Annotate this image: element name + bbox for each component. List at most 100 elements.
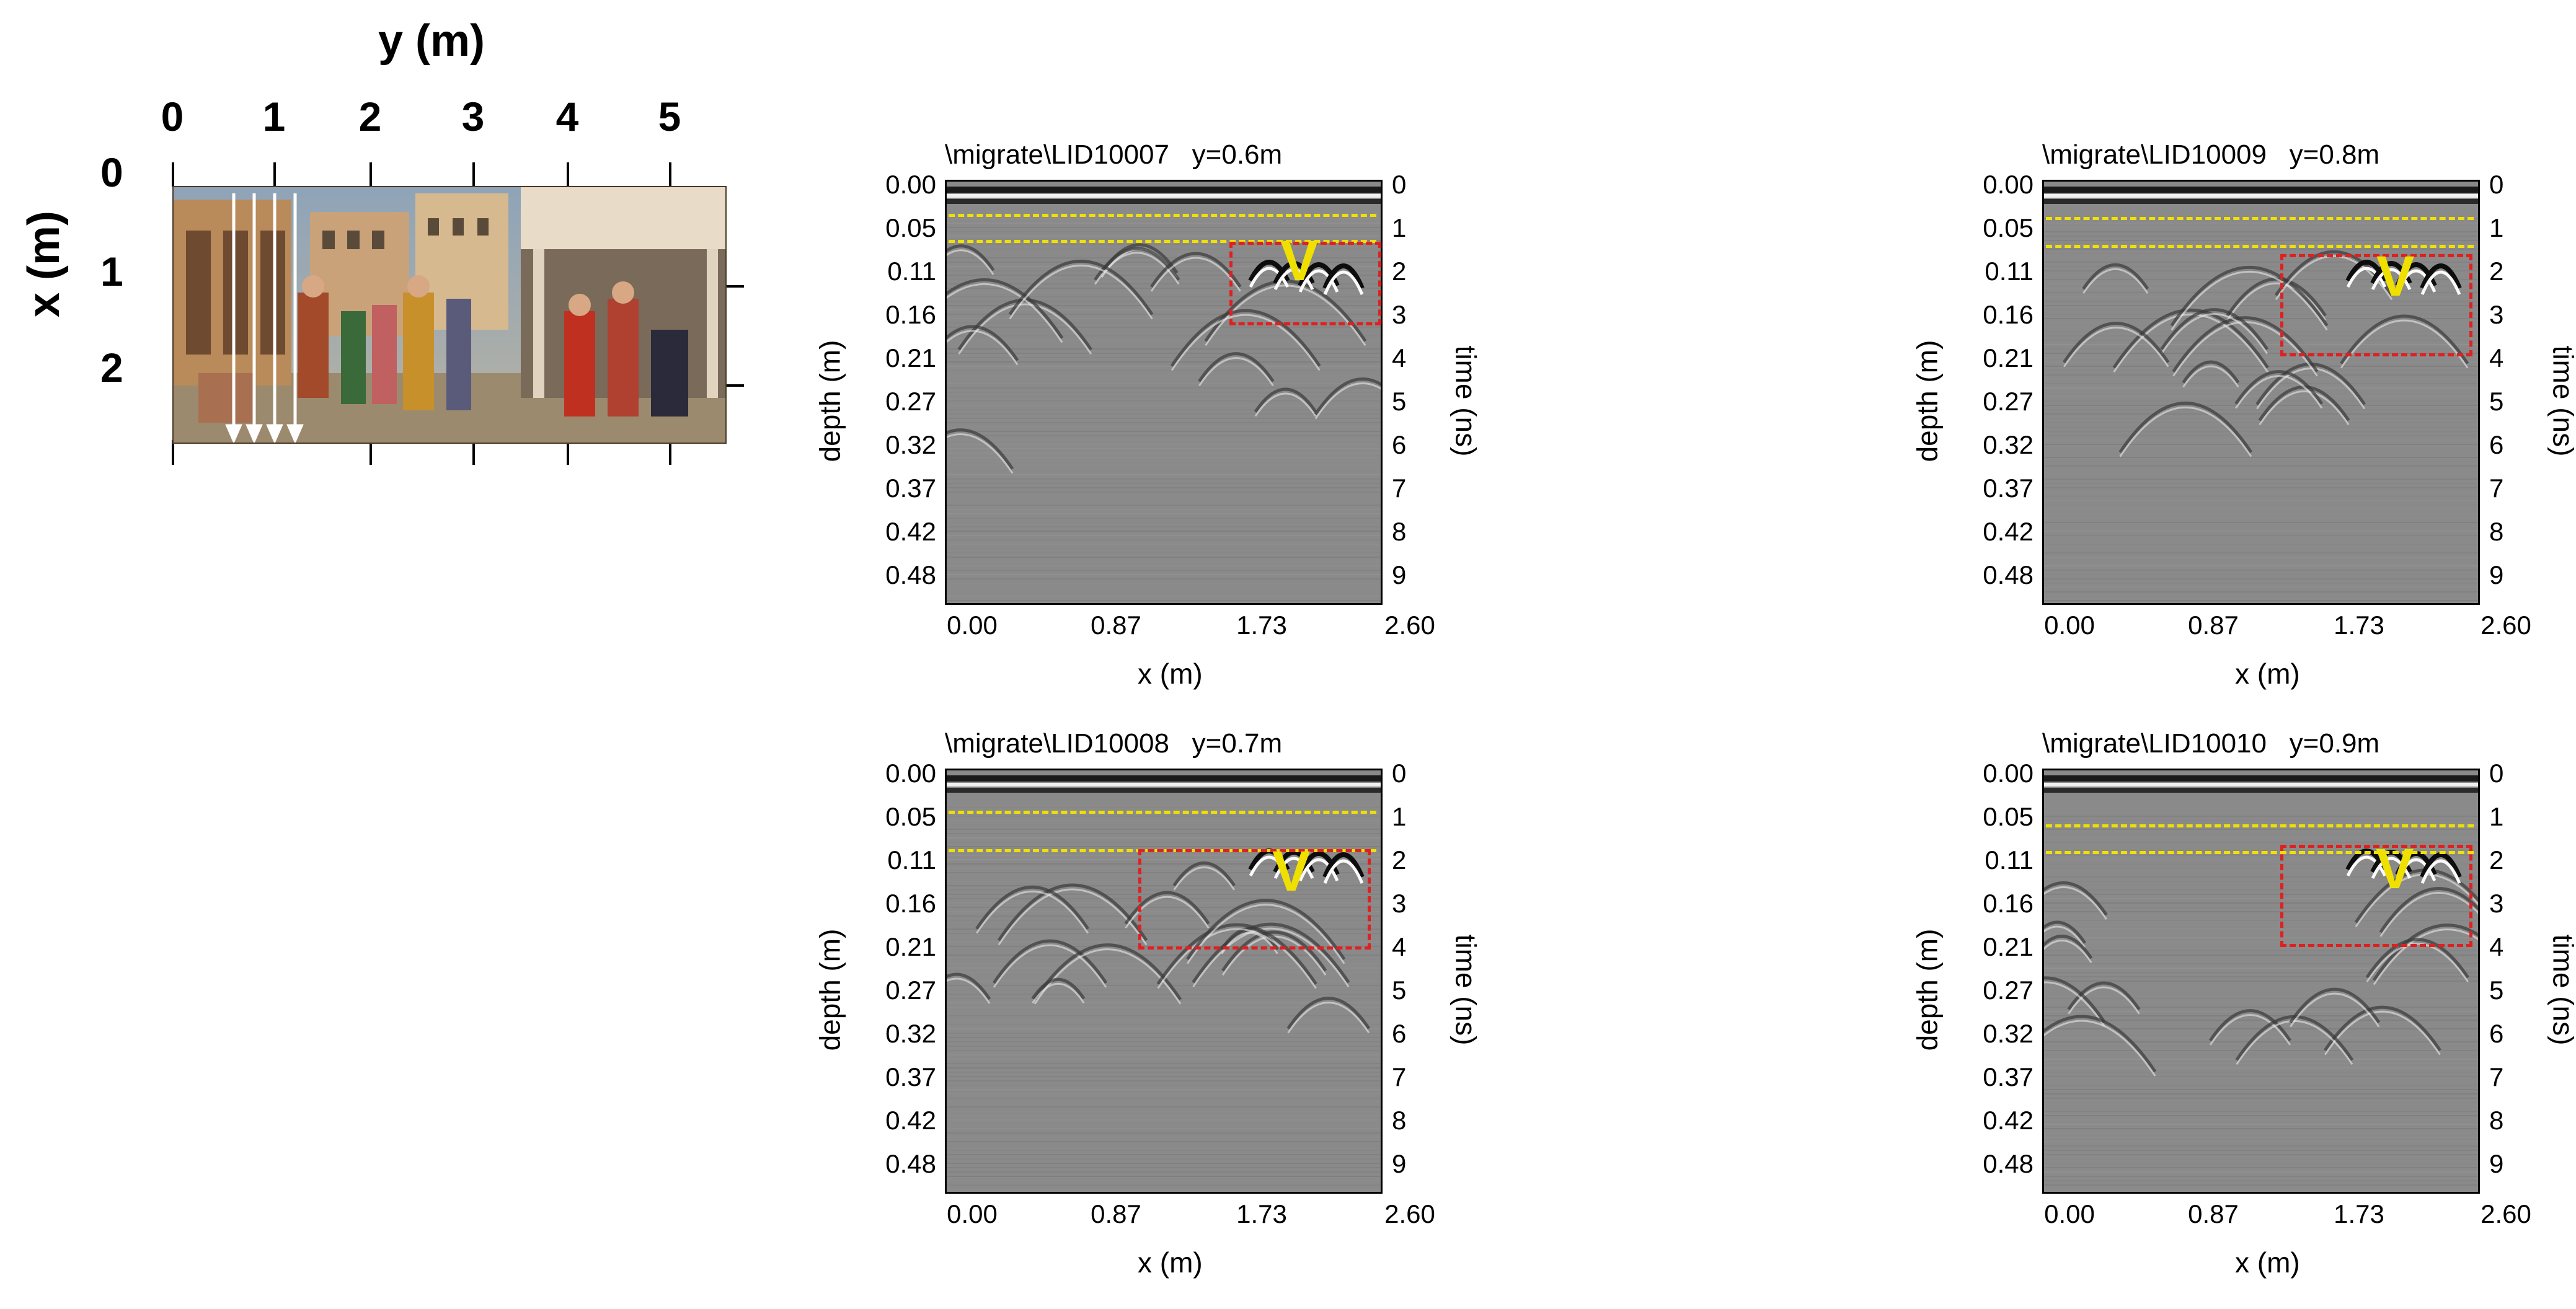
depth-tick: 0.05	[885, 213, 936, 242]
marker-line	[949, 811, 1376, 814]
time-tick: 4	[1392, 343, 1407, 372]
marker-line	[2046, 824, 2474, 827]
marker-line	[949, 214, 1376, 217]
depth-tick: 0.27	[1983, 976, 2034, 1005]
x-tick: 2.60	[2481, 610, 2531, 640]
depth-axis-label: depth (m)	[813, 340, 846, 462]
panel-title: \migrate\LID10010 y=0.9m	[2042, 728, 2380, 759]
time-tick: 2	[1392, 257, 1407, 286]
depth-tick: 0.21	[1983, 932, 2034, 961]
time-tick: 8	[2489, 517, 2504, 546]
x-tick: 1.73	[1236, 1199, 1287, 1228]
depth-tick: 0.21	[1983, 343, 2034, 372]
depth-tick: 0.32	[885, 1019, 936, 1048]
anomaly-box	[1229, 242, 1381, 325]
depth-tick: 0.37	[1983, 1062, 2034, 1091]
x-tick: 1.73	[2334, 1199, 2384, 1228]
depth-tick: 0.27	[885, 387, 936, 416]
x-axis-label: x (m)	[1138, 658, 1203, 690]
time-tick: 0	[1392, 170, 1407, 199]
map-y-tick: 3	[461, 94, 485, 139]
x-tick: 2.60	[1384, 1199, 1435, 1228]
depth-tick: 0.05	[1983, 213, 2034, 242]
depth-tick: 0.48	[1983, 560, 2034, 589]
x-tick: 2.60	[2481, 1199, 2531, 1228]
depth-tick: 0.05	[885, 802, 936, 831]
time-tick: 6	[2489, 1019, 2504, 1048]
radargram-panel: \migrate\LID10007 y=0.6m 0.00 0.05 0.11 …	[806, 136, 1488, 694]
anomaly-label: V	[2376, 837, 2414, 901]
panel-title: \migrate\LID10007 y=0.6m	[945, 139, 1283, 170]
map-y-tick: 0	[161, 94, 184, 139]
x-tick: 0.00	[947, 1199, 998, 1228]
depth-tick: 0.00	[1983, 170, 2034, 199]
depth-tick: 0.32	[885, 430, 936, 459]
time-tick: 6	[2489, 430, 2504, 459]
map-y-axis-label: y (m)	[378, 16, 485, 66]
panel-title: \migrate\LID10008 y=0.7m	[945, 728, 1283, 759]
anomaly-label: V	[1280, 229, 1319, 293]
time-tick: 5	[1392, 387, 1407, 416]
depth-tick: 0.42	[1983, 517, 2034, 546]
fresco-image	[172, 186, 727, 444]
depth-tick: 0.16	[885, 300, 936, 329]
depth-tick: 0.00	[885, 170, 936, 199]
time-tick: 7	[1392, 474, 1407, 503]
x-axis-label: x (m)	[2235, 658, 2300, 690]
marker-line	[2046, 851, 2474, 854]
depth-tick: 0.37	[1983, 474, 2034, 503]
time-tick: 1	[1392, 213, 1407, 242]
depth-tick: 0.00	[885, 759, 936, 788]
time-tick: 1	[1392, 802, 1407, 831]
time-axis-label: time (ns)	[2547, 345, 2576, 457]
time-tick: 7	[1392, 1062, 1407, 1091]
time-tick: 3	[1392, 300, 1407, 329]
time-tick: 2	[1392, 845, 1407, 875]
x-tick: 0.00	[2044, 610, 2095, 640]
marker-line	[2046, 217, 2474, 220]
x-tick: 0.00	[947, 610, 998, 640]
radargram-panel: \migrate\LID10010 y=0.9m 0.00 0.05 0.11 …	[1903, 725, 2576, 1283]
depth-tick: 0.48	[1983, 1149, 2034, 1178]
radargram-image	[2042, 180, 2480, 605]
marker-line	[949, 240, 1376, 243]
time-tick: 8	[1392, 517, 1407, 546]
time-tick: 0	[2489, 170, 2504, 199]
time-tick: 8	[1392, 1106, 1407, 1135]
depth-tick: 0.42	[885, 517, 936, 546]
time-tick: 9	[1392, 560, 1407, 589]
depth-tick: 0.48	[885, 1149, 936, 1178]
time-tick: 3	[1392, 889, 1407, 918]
depth-tick: 0.48	[885, 560, 936, 589]
depth-axis-label: depth (m)	[813, 928, 846, 1051]
depth-tick: 0.11	[887, 845, 936, 875]
map-y-tick: 4	[555, 94, 579, 139]
depth-tick: 0.11	[887, 257, 936, 286]
map-x-tick: 0	[100, 149, 123, 195]
depth-tick: 0.37	[885, 474, 936, 503]
time-tick: 7	[2489, 1062, 2504, 1091]
time-axis-label: time (ns)	[1450, 345, 1482, 457]
time-tick: 0	[1392, 759, 1407, 788]
panel-title: \migrate\LID10009 y=0.8m	[2042, 139, 2380, 170]
time-tick: 2	[2489, 257, 2504, 286]
anomaly-label: V	[2376, 245, 2415, 308]
time-tick: 5	[1392, 976, 1407, 1005]
x-tick: 1.73	[1236, 610, 1287, 640]
anomaly-box	[2280, 254, 2472, 356]
radargram-image	[945, 180, 1383, 605]
time-tick: 5	[2489, 976, 2504, 1005]
radargram-image	[945, 769, 1383, 1194]
time-tick: 8	[2489, 1106, 2504, 1135]
time-tick: 9	[2489, 1149, 2504, 1178]
depth-tick: 0.11	[1985, 257, 2034, 286]
marker-line	[2046, 245, 2474, 248]
depth-tick: 0.00	[1983, 759, 2034, 788]
radargram-panel: \migrate\LID10008 y=0.7m 0.00 0.05 0.11 …	[806, 725, 1488, 1283]
x-tick: 2.60	[1384, 610, 1435, 640]
depth-tick: 0.27	[885, 976, 936, 1005]
time-tick: 1	[2489, 213, 2504, 242]
depth-tick: 0.32	[1983, 1019, 2034, 1048]
x-tick: 0.87	[2188, 1199, 2239, 1228]
x-tick: 0.87	[2188, 610, 2239, 640]
